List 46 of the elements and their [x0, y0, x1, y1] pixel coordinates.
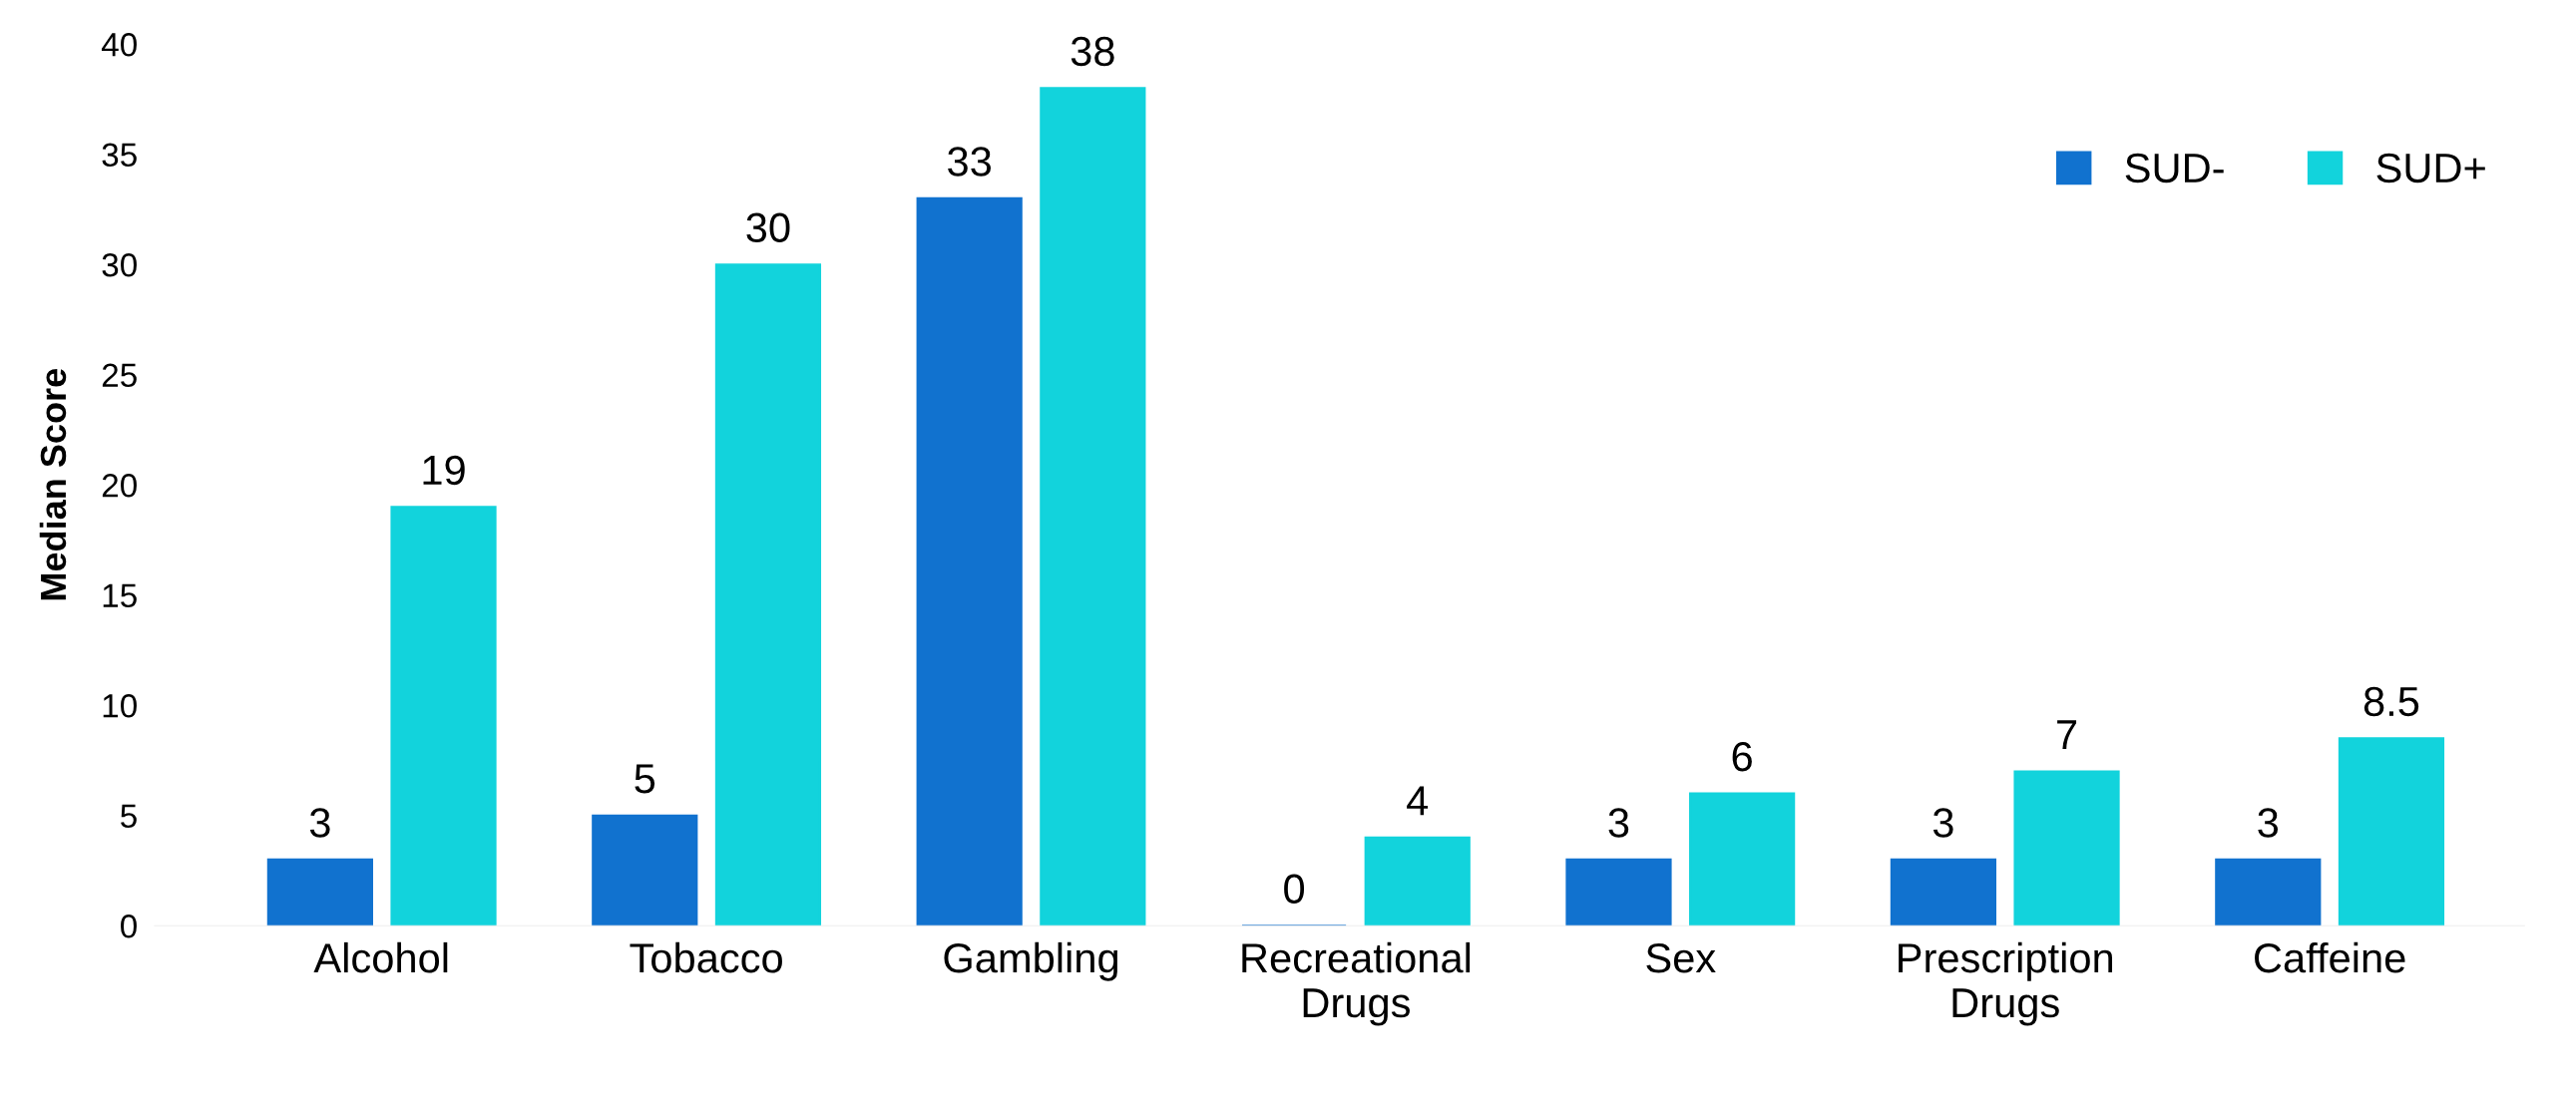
data-label: 38	[1071, 36, 1114, 67]
x-tick-label: Gambling	[944, 941, 1117, 981]
bar	[2013, 770, 2120, 926]
y-tick-label: 40	[101, 33, 137, 57]
bar	[2215, 858, 2322, 926]
y-tick-label: 30	[102, 253, 137, 277]
bar	[714, 263, 822, 926]
data-label: 3	[1608, 808, 1629, 838]
x-tick-label: Tobacco	[630, 941, 782, 973]
data-label: 7	[2057, 720, 2077, 749]
bar	[916, 196, 1023, 926]
bar	[1565, 858, 1672, 926]
bar	[266, 858, 373, 926]
y-tick-label: 25	[102, 363, 137, 388]
bar	[2338, 737, 2445, 926]
y-tick-label: 5	[121, 804, 137, 829]
x-tick-label: Caffeine	[2255, 941, 2405, 973]
bar	[592, 814, 698, 926]
bar	[1689, 792, 1796, 926]
y-tick-label: 20	[102, 474, 137, 498]
data-label: 5	[635, 764, 655, 794]
data-label: 3	[2258, 808, 2279, 838]
bar	[1040, 87, 1146, 926]
legend-label: SUD-	[2125, 153, 2224, 184]
y-tick-label: 15	[103, 583, 137, 608]
data-label: 8.5	[2363, 686, 2419, 717]
data-label: 3	[1932, 808, 1953, 838]
legend-label: SUD+	[2376, 153, 2485, 184]
bar	[390, 506, 497, 926]
data-label: 30	[746, 212, 790, 243]
y-axis-title: Median Score	[39, 369, 67, 600]
data-label: 6	[1732, 741, 1752, 772]
data-label: 4	[1407, 786, 1429, 816]
data-label: 0	[1284, 874, 1305, 905]
x-tick-label: Alcohol	[313, 941, 448, 973]
bar	[1364, 836, 1471, 926]
x-tick-label: Prescription Drugs	[1899, 941, 2113, 1026]
y-tick-label: 10	[103, 694, 137, 718]
x-tick-label: Sex	[1646, 942, 1716, 973]
data-label: 33	[948, 147, 992, 177]
y-tick-label: 0	[121, 915, 137, 938]
data-label: 3	[309, 808, 330, 838]
x-tick-label: Recreational Drugs	[1242, 941, 1471, 1026]
y-tick-label: 35	[102, 143, 137, 168]
bar	[1890, 858, 1996, 926]
data-label: 19	[423, 455, 465, 486]
